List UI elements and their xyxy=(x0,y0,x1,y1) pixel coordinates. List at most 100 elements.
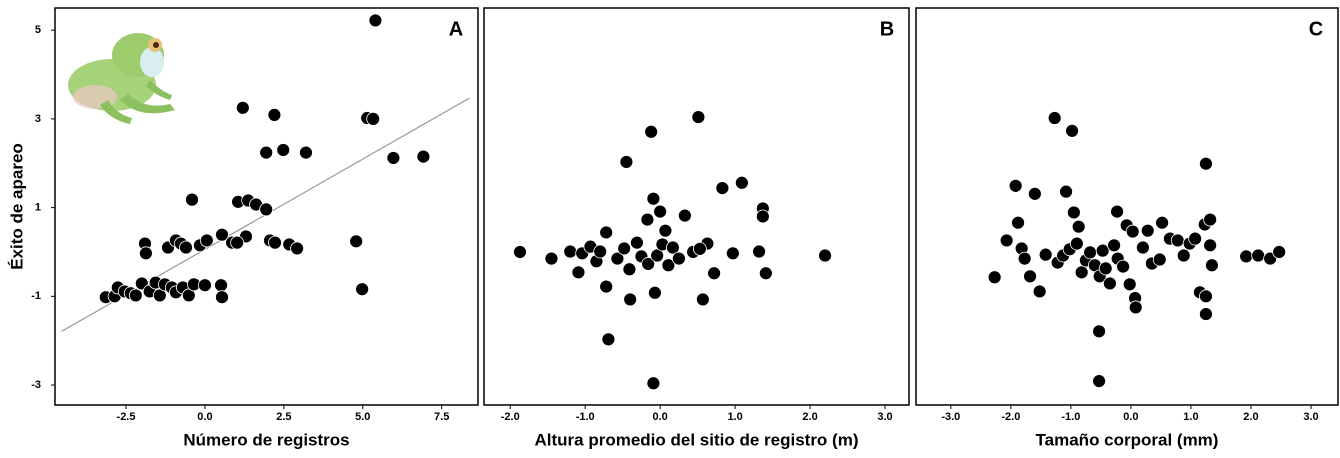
data-point xyxy=(755,209,770,224)
x-axis-label: Altura promedio del sitio de registro (m… xyxy=(535,430,859,449)
data-point xyxy=(571,265,586,280)
data-point xyxy=(355,282,370,297)
data-point xyxy=(1205,258,1219,273)
x-tick-label: -1.0 xyxy=(1061,411,1080,423)
data-point xyxy=(665,240,680,255)
x-tick-label: 0.0 xyxy=(197,411,212,423)
panel-frame xyxy=(54,7,479,406)
y-tick-label: -3 xyxy=(31,379,41,391)
data-point xyxy=(661,258,676,273)
data-point xyxy=(1065,123,1079,138)
x-tick-label: 2.5 xyxy=(276,411,291,423)
data-point xyxy=(268,235,282,250)
data-point xyxy=(1199,156,1213,171)
data-point xyxy=(544,251,559,266)
data-point xyxy=(1069,236,1084,251)
x-tick-label: -2.0 xyxy=(501,411,520,423)
data-point xyxy=(1251,248,1266,263)
y-axis-label: Éxito de apareo xyxy=(7,143,26,270)
data-point xyxy=(1152,252,1167,267)
data-point xyxy=(267,108,282,122)
data-point xyxy=(230,235,245,250)
data-point xyxy=(630,235,644,250)
data-point xyxy=(1017,251,1032,266)
data-point xyxy=(677,208,692,223)
x-tick-label: 2.0 xyxy=(1243,411,1258,423)
data-point xyxy=(349,234,364,249)
data-point xyxy=(1023,269,1037,284)
data-point xyxy=(1027,186,1042,201)
data-point xyxy=(1128,300,1143,315)
data-point xyxy=(999,233,1014,248)
x-tick-label: -2.5 xyxy=(117,411,136,423)
data-point xyxy=(758,266,773,281)
y-tick-label: 1 xyxy=(35,202,41,214)
data-point xyxy=(1095,243,1110,258)
x-tick-label: 7.5 xyxy=(434,411,449,423)
data-point xyxy=(671,251,686,266)
data-point xyxy=(215,290,229,305)
data-point xyxy=(235,100,250,115)
data-point xyxy=(619,155,634,169)
data-point xyxy=(1102,276,1117,291)
data-point xyxy=(215,227,229,242)
data-point xyxy=(128,288,143,303)
panel-label: B xyxy=(880,18,894,40)
x-tick-label: 3.0 xyxy=(1303,411,1318,423)
data-point xyxy=(725,246,740,261)
data-point xyxy=(1203,238,1218,253)
data-point xyxy=(1008,178,1023,193)
data-point xyxy=(593,244,608,259)
data-point xyxy=(276,143,291,157)
x-tick-label: 0.0 xyxy=(1123,411,1138,423)
data-point xyxy=(259,145,274,160)
data-point xyxy=(599,225,614,240)
data-point xyxy=(1083,245,1097,260)
data-point xyxy=(818,248,832,263)
data-point xyxy=(1170,233,1185,248)
data-point xyxy=(1032,284,1047,299)
data-point xyxy=(650,248,665,263)
x-tick-label: 0.0 xyxy=(652,411,667,423)
data-point xyxy=(259,202,274,217)
panel-label: A xyxy=(449,18,463,40)
panel-frame xyxy=(915,7,1339,406)
x-tick-label: 3.0 xyxy=(877,411,892,423)
data-point xyxy=(653,204,668,219)
data-point xyxy=(692,241,707,256)
data-point xyxy=(1176,248,1191,263)
data-point xyxy=(1199,307,1213,321)
data-point xyxy=(1116,259,1130,274)
data-point xyxy=(1107,238,1121,253)
data-point xyxy=(1074,265,1089,280)
data-point xyxy=(644,124,659,139)
data-point xyxy=(185,192,199,207)
data-point xyxy=(640,212,655,227)
data-point xyxy=(386,151,401,165)
data-point xyxy=(601,332,616,347)
x-tick-label: -3.0 xyxy=(941,411,960,423)
x-tick-label: -1.0 xyxy=(576,411,595,423)
data-point xyxy=(599,279,614,294)
frog-illustration xyxy=(68,33,175,124)
data-point xyxy=(622,262,637,277)
data-point xyxy=(1199,289,1213,304)
data-point xyxy=(715,181,730,195)
data-point xyxy=(1122,277,1137,292)
data-point xyxy=(179,240,193,255)
data-point xyxy=(563,244,578,259)
y-tick-label: 3 xyxy=(35,113,41,125)
x-axis-label: Número de registros xyxy=(183,430,349,449)
y-tick-label: -1 xyxy=(31,290,41,302)
data-point xyxy=(1092,374,1106,388)
data-point xyxy=(695,292,710,307)
data-point xyxy=(1136,240,1150,255)
data-point xyxy=(646,376,661,391)
data-point xyxy=(1140,223,1155,238)
data-point xyxy=(646,191,661,206)
data-point xyxy=(623,292,638,307)
data-point xyxy=(647,285,662,300)
data-point xyxy=(1071,219,1086,234)
panel-frame xyxy=(483,7,910,406)
